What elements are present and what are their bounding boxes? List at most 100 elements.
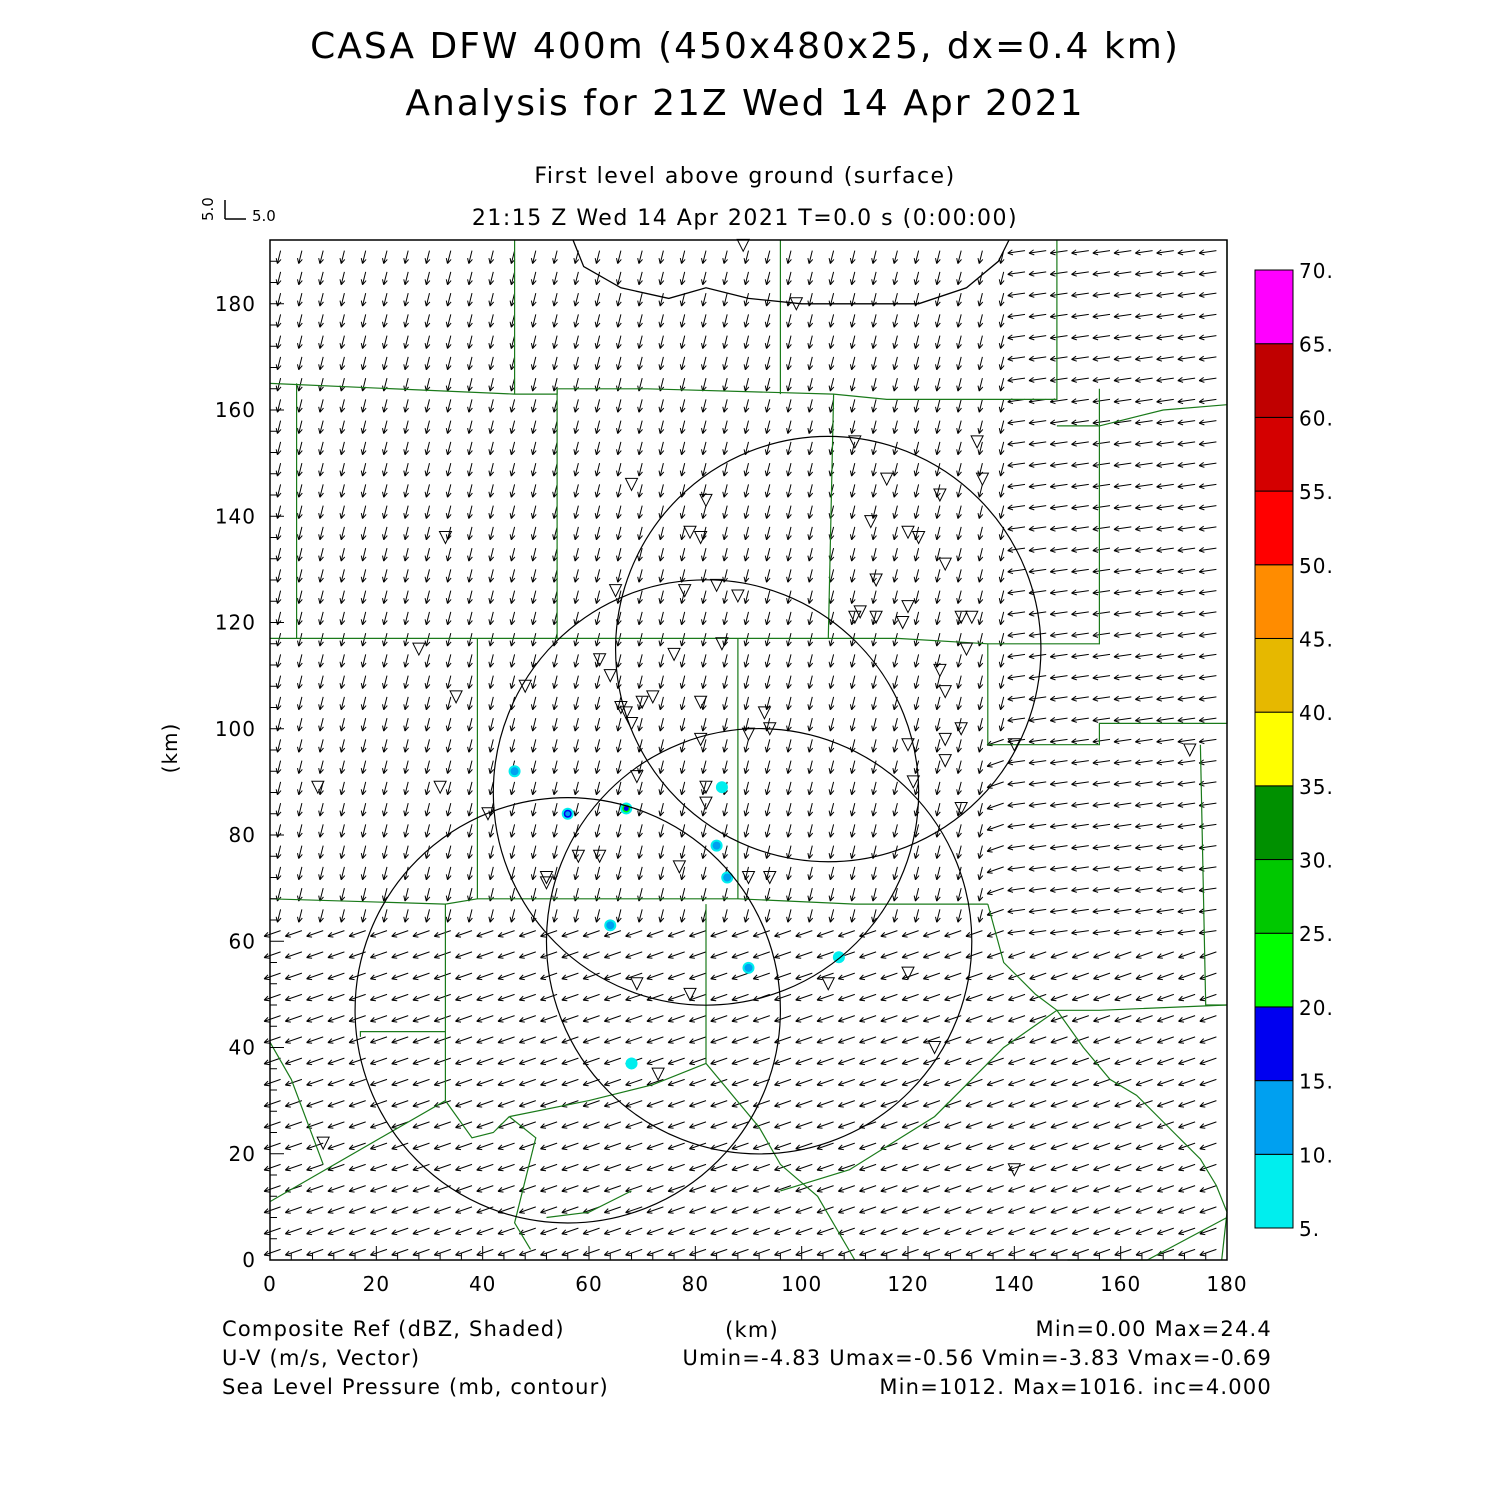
radar-ring bbox=[492, 579, 920, 1006]
wind-arrow bbox=[445, 887, 452, 902]
wind-arrow bbox=[1049, 844, 1068, 851]
wind-arrow bbox=[977, 866, 984, 881]
wind-arrow bbox=[1071, 695, 1089, 702]
wind-arrow bbox=[318, 675, 324, 689]
wind-arrow bbox=[935, 802, 941, 817]
wind-arrow bbox=[1071, 313, 1089, 320]
wind-arrow bbox=[339, 377, 346, 392]
x-tick-label: 20 bbox=[363, 1272, 390, 1296]
station-marker bbox=[635, 695, 649, 710]
wind-arrow bbox=[573, 356, 580, 371]
wind-arrow bbox=[710, 993, 728, 1002]
wind-arrow bbox=[467, 399, 473, 413]
wind-arrow bbox=[901, 1100, 919, 1108]
wind-arrow bbox=[1029, 972, 1047, 981]
wind-arrow bbox=[998, 505, 1005, 519]
wind-arrow bbox=[509, 484, 516, 498]
wind-arrow bbox=[433, 1036, 451, 1044]
wind-arrow bbox=[412, 951, 430, 959]
wind-arrow bbox=[1156, 1206, 1174, 1214]
wind-arrow bbox=[488, 866, 495, 881]
wind-arrow bbox=[956, 739, 962, 753]
wind-arrow bbox=[637, 526, 643, 541]
wind-arrow bbox=[795, 1100, 813, 1108]
county-line bbox=[780, 1004, 1228, 1192]
station-marker bbox=[438, 531, 453, 545]
wind-arrow bbox=[488, 611, 495, 626]
wind-arrow bbox=[1008, 1142, 1026, 1151]
wind-arrow bbox=[467, 675, 473, 689]
colorbar-label: 35. bbox=[1299, 775, 1334, 799]
wind-arrow bbox=[594, 292, 601, 307]
wind-arrow bbox=[892, 250, 899, 264]
wind-arrow bbox=[488, 632, 495, 647]
wind-arrow bbox=[403, 399, 409, 413]
colorbar-label: 50. bbox=[1299, 554, 1334, 578]
colorbar-label: 55. bbox=[1299, 480, 1334, 504]
wind-arrow bbox=[497, 1142, 515, 1151]
wind-arrow bbox=[679, 441, 686, 456]
wind-arrow bbox=[625, 930, 643, 938]
wind-arrow bbox=[722, 462, 728, 477]
wind-arrow bbox=[467, 505, 473, 519]
wind-arrow bbox=[849, 824, 856, 838]
wind-arrow bbox=[837, 1036, 855, 1044]
wind-arrow bbox=[488, 569, 495, 583]
station-marker bbox=[954, 722, 968, 736]
wind-arrow bbox=[594, 335, 601, 349]
station-marker bbox=[789, 297, 804, 311]
wind-arrow bbox=[1007, 759, 1026, 766]
wind-arrow bbox=[1113, 610, 1132, 617]
wind-arrow bbox=[530, 760, 537, 774]
wind-arrow bbox=[965, 1121, 983, 1129]
wind-arrow bbox=[658, 866, 665, 881]
wind-arrow bbox=[701, 250, 707, 264]
wind-arrow bbox=[339, 866, 346, 881]
wind-arrow bbox=[616, 717, 622, 732]
wind-arrow bbox=[348, 1121, 366, 1129]
wind-arrow bbox=[433, 1227, 451, 1236]
wind-arrow bbox=[722, 717, 728, 732]
wind-arrow bbox=[582, 930, 600, 938]
wind-arrow bbox=[1007, 674, 1026, 681]
wind-arrow bbox=[1199, 1121, 1217, 1129]
wind-arrow bbox=[637, 866, 643, 881]
wind-arrow bbox=[998, 335, 1005, 349]
wind-arrow bbox=[689, 951, 707, 959]
wind-arrow bbox=[828, 271, 835, 286]
wind-arrow bbox=[497, 1057, 515, 1066]
wind-arrow bbox=[913, 356, 920, 371]
wind-arrow bbox=[297, 271, 303, 286]
station-marker bbox=[911, 531, 926, 545]
wind-arrow bbox=[318, 760, 324, 774]
wind-arrow bbox=[1028, 270, 1047, 277]
wind-arrow bbox=[518, 1015, 536, 1023]
wind-arrow bbox=[1071, 419, 1089, 426]
wind-arrow bbox=[360, 462, 367, 477]
wind-arrow bbox=[701, 441, 707, 456]
wind-arrow bbox=[743, 377, 750, 392]
wind-arrow bbox=[1071, 716, 1089, 723]
wind-arrow bbox=[445, 781, 452, 796]
wind-arrow bbox=[1092, 738, 1111, 745]
wind-arrow bbox=[488, 696, 495, 711]
wind-arrow bbox=[901, 1057, 919, 1066]
wind-arrow bbox=[1156, 313, 1174, 320]
wind-arrow bbox=[582, 1100, 600, 1108]
wind-arrow bbox=[530, 377, 537, 392]
wind-arrow bbox=[871, 356, 877, 371]
wind-arrow bbox=[445, 292, 452, 307]
wind-arrow bbox=[582, 1036, 600, 1044]
wind-arrow bbox=[1071, 674, 1089, 681]
colorbar-label: 65. bbox=[1299, 333, 1334, 357]
wind-arrow bbox=[327, 1248, 345, 1257]
wind-arrow bbox=[370, 1206, 388, 1214]
wind-arrow bbox=[1071, 1057, 1089, 1066]
wind-arrow bbox=[1092, 716, 1111, 723]
wind-arrow bbox=[986, 1036, 1004, 1044]
wind-arrow bbox=[467, 250, 473, 264]
wind-arrow bbox=[1092, 610, 1111, 617]
wind-arrow bbox=[467, 526, 473, 541]
wind-arrow bbox=[412, 1100, 430, 1108]
station-marker bbox=[964, 610, 979, 625]
